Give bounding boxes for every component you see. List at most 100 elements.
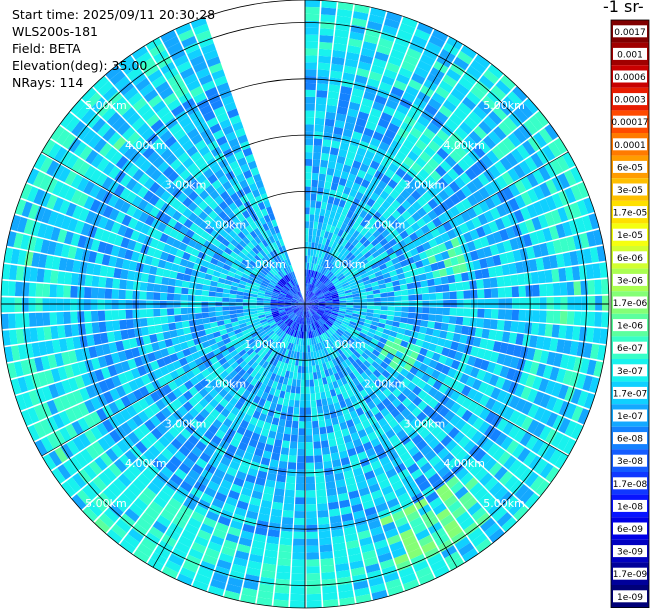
ray: [305, 0, 321, 304]
range-gate: [157, 259, 167, 269]
range-gate: [178, 384, 189, 394]
range-gate: [119, 174, 132, 187]
range-gate: [305, 200, 311, 208]
range-gate: [137, 410, 150, 423]
range-gate: [178, 445, 191, 457]
range-gate: [229, 460, 240, 471]
range-gate: [387, 585, 404, 597]
range-gate: [497, 101, 513, 116]
range-gate: [288, 455, 297, 463]
range-gate: [371, 238, 380, 247]
range-gate: [483, 246, 493, 258]
range-gate: [321, 316, 328, 322]
range-gate: [262, 563, 277, 572]
range-gate: [569, 341, 579, 356]
range-gate: [269, 459, 279, 468]
range-gate: [329, 189, 337, 198]
range-gate: [449, 193, 461, 205]
range-gate: [348, 364, 356, 372]
range-gate: [348, 235, 356, 244]
range-gate: [77, 286, 85, 298]
range-gate: [477, 173, 490, 186]
range-gate: [381, 485, 394, 496]
range-gate: [294, 308, 300, 314]
range-gate: [214, 403, 225, 413]
range-gate: [504, 309, 513, 320]
range-gate: [596, 344, 607, 361]
range-gate: [275, 578, 290, 587]
range-gate: [315, 290, 321, 296]
range-gate: [187, 288, 196, 295]
range-gate: [508, 332, 518, 344]
range-gate: [13, 232, 24, 249]
range-gate: [501, 379, 513, 392]
range-gate: [305, 304, 309, 311]
range-gate: [118, 309, 126, 320]
range-gate: [341, 513, 354, 522]
range-gate: [311, 306, 318, 311]
range-gate: [455, 282, 464, 291]
range-gate: [38, 341, 48, 356]
range-gate: [387, 179, 398, 189]
range-gate: [360, 272, 369, 279]
range-gate: [422, 293, 430, 301]
range-gate: [310, 249, 314, 257]
range-gate: [447, 248, 457, 258]
range-gate: [355, 407, 365, 417]
range-gate: [363, 34, 379, 45]
range-gate: [112, 320, 121, 331]
range-gate: [401, 306, 409, 312]
range-gate: [314, 242, 319, 250]
range-gate: [352, 308, 361, 312]
range-gate: [333, 36, 348, 45]
range-gate: [463, 231, 473, 243]
range-gate: [264, 291, 272, 296]
range-gate: [72, 473, 87, 489]
range-gate: [180, 294, 188, 301]
range-gate: [530, 152, 544, 168]
range-gate: [366, 312, 374, 317]
ray: [51, 304, 305, 484]
range-gate: [106, 529, 123, 544]
range-gate: [360, 371, 369, 380]
range-gate: [45, 340, 55, 355]
range-gate: [166, 183, 178, 195]
range-gate: [13, 361, 24, 377]
range-gate: [281, 323, 287, 331]
range-gate: [21, 392, 34, 409]
range-gate: [308, 324, 311, 332]
range-gate: [532, 201, 544, 216]
range-gate: [305, 96, 316, 104]
range-gate: [212, 361, 222, 370]
range-gate: [241, 352, 250, 361]
range-gate: [251, 540, 266, 550]
range-gate: [294, 517, 305, 526]
range-gate: [200, 230, 210, 240]
range-gate: [419, 347, 428, 357]
range-gate: [212, 331, 221, 338]
range-gate: [280, 369, 287, 378]
range-gate: [460, 243, 470, 254]
range-gate: [406, 282, 415, 290]
range-gate: [332, 542, 346, 552]
range-gate: [186, 261, 195, 269]
range-gate: [305, 359, 309, 367]
range-gate: [224, 247, 233, 255]
range-gate: [61, 481, 76, 498]
range-gate: [411, 406, 422, 418]
range-gate: [292, 322, 297, 329]
range-gate: [347, 325, 355, 332]
range-gate: [214, 224, 224, 234]
range-gate: [413, 97, 427, 110]
range-gate: [284, 299, 292, 302]
range-gate: [51, 256, 61, 270]
range-gate: [232, 277, 241, 284]
range-gate: [330, 63, 344, 73]
range-gate: [501, 215, 512, 228]
range-gate: [298, 310, 303, 317]
range-gate: [260, 320, 268, 326]
range-gate: [344, 157, 354, 167]
range-gate: [222, 314, 231, 320]
range-gate: [43, 225, 54, 240]
range-gate: [309, 338, 312, 346]
